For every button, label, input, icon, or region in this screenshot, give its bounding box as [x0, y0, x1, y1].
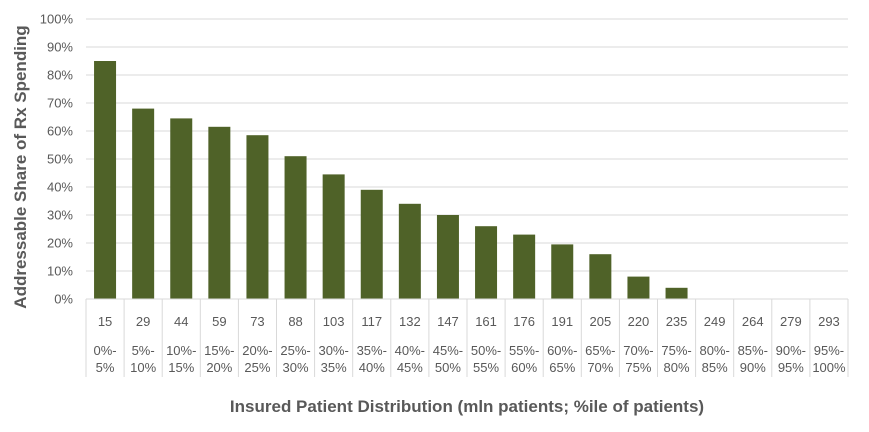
bar	[284, 156, 307, 299]
x-tick-patients: 293	[818, 314, 840, 329]
x-tick-percentile-end: 40%	[359, 360, 385, 375]
x-tick-percentile-start: 5%-	[132, 343, 155, 358]
x-tick-percentile-end: 95%	[778, 360, 804, 375]
x-tick-percentile-start: 15%-	[204, 343, 234, 358]
x-tick-patients: 220	[628, 314, 650, 329]
x-tick-percentile-start: 0%-	[93, 343, 116, 358]
x-tick-patients: 279	[780, 314, 802, 329]
y-tick-label: 0%	[54, 292, 73, 307]
x-tick-patients: 132	[399, 314, 421, 329]
x-tick-percentile-start: 90%-	[776, 343, 806, 358]
x-tick-percentile-end: 20%	[206, 360, 232, 375]
x-tick-percentile-start: 70%-	[623, 343, 653, 358]
x-tick-patients: 264	[742, 314, 764, 329]
y-tick-label: 60%	[47, 124, 73, 139]
x-tick-percentile-end: 65%	[549, 360, 575, 375]
x-tick-percentile-end: 35%	[321, 360, 347, 375]
x-tick-patients: 29	[136, 314, 150, 329]
bar	[94, 61, 117, 299]
x-tick-percentile-end: 75%	[625, 360, 651, 375]
x-tick-percentile-end: 55%	[473, 360, 499, 375]
x-tick-patients: 73	[250, 314, 264, 329]
x-tick-patients: 15	[98, 314, 112, 329]
x-tick-percentile-end: 50%	[435, 360, 461, 375]
x-tick-percentile-end: 30%	[283, 360, 309, 375]
x-tick-percentile-end: 90%	[740, 360, 766, 375]
x-tick-patients: 249	[704, 314, 726, 329]
y-tick-label: 50%	[47, 152, 73, 167]
x-tick-percentile-start: 45%-	[433, 343, 463, 358]
x-tick-percentile-start: 30%-	[318, 343, 348, 358]
bar	[132, 108, 155, 299]
x-tick-percentile-end: 60%	[511, 360, 537, 375]
x-tick-percentile-end: 100%	[812, 360, 846, 375]
x-tick-patients: 117	[361, 314, 382, 329]
x-tick-patients: 147	[437, 314, 459, 329]
y-axis-ticks: 0% 10% 20% 30% 40% 50% 60% 70% 80% 90% 100%	[40, 12, 74, 307]
x-tick-percentile-start: 85%-	[738, 343, 768, 358]
y-tick-label: 90%	[47, 40, 73, 55]
gridlines	[86, 18, 848, 272]
bar	[475, 226, 498, 299]
x-tick-percentile-start: 40%-	[395, 343, 425, 358]
x-tick-patients: 103	[323, 314, 345, 329]
y-tick-label: 70%	[47, 96, 73, 111]
x-axis-title: Insured Patient Distribution (mln patien…	[230, 397, 704, 416]
x-tick-percentile-start: 55%-	[509, 343, 539, 358]
y-tick-label: 30%	[47, 208, 73, 223]
bar	[665, 287, 688, 299]
y-tick-label: 40%	[47, 180, 73, 195]
x-tick-percentile-end: 70%	[587, 360, 613, 375]
y-tick-label: 100%	[40, 12, 74, 27]
x-tick-percentile-start: 10%-	[166, 343, 196, 358]
x-tick-percentile-end: 5%	[96, 360, 115, 375]
x-tick-patients: 176	[513, 314, 535, 329]
bar	[627, 276, 650, 299]
x-tick-percentile-end: 10%	[130, 360, 156, 375]
x-tick-percentile-end: 45%	[397, 360, 423, 375]
x-tick-patients: 88	[288, 314, 302, 329]
bar	[170, 118, 193, 300]
y-axis-title: Addressable Share of Rx Spending	[11, 25, 30, 308]
y-tick-label: 80%	[47, 68, 73, 83]
bar	[322, 174, 345, 299]
x-tick-percentile-end: 80%	[664, 360, 690, 375]
x-tick-percentile-start: 25%-	[280, 343, 310, 358]
x-tick-percentile-start: 35%-	[357, 343, 387, 358]
bar	[208, 126, 231, 299]
x-tick-percentile-start: 95%-	[814, 343, 844, 358]
y-tick-label: 10%	[47, 264, 73, 279]
x-tick-patients: 161	[475, 314, 497, 329]
category-table: 15 0%- 5% 29 5%- 10% 44 10%- 15% 59 15%- 20% 73 20%- 2…	[85, 298, 849, 377]
bar	[398, 203, 421, 299]
x-tick-patients: 205	[589, 314, 611, 329]
bar	[589, 254, 612, 299]
x-tick-percentile-end: 25%	[244, 360, 270, 375]
x-tick-percentile-start: 60%-	[547, 343, 577, 358]
x-tick-percentile-end: 15%	[168, 360, 194, 375]
bar	[513, 234, 536, 299]
x-tick-percentile-start: 75%-	[661, 343, 691, 358]
bar	[246, 135, 269, 299]
x-tick-percentile-end: 85%	[702, 360, 728, 375]
x-tick-patients: 235	[666, 314, 688, 329]
bar	[551, 244, 574, 299]
x-tick-patients: 191	[551, 314, 573, 329]
x-tick-percentile-start: 20%-	[242, 343, 272, 358]
bars	[94, 61, 688, 300]
x-tick-patients: 59	[212, 314, 226, 329]
x-tick-percentile-start: 50%-	[471, 343, 501, 358]
bar	[360, 189, 383, 299]
x-tick-percentile-start: 80%-	[699, 343, 729, 358]
y-tick-label: 20%	[47, 236, 73, 251]
x-tick-percentile-start: 65%-	[585, 343, 615, 358]
x-tick-patients: 44	[174, 314, 188, 329]
bar	[436, 215, 459, 299]
